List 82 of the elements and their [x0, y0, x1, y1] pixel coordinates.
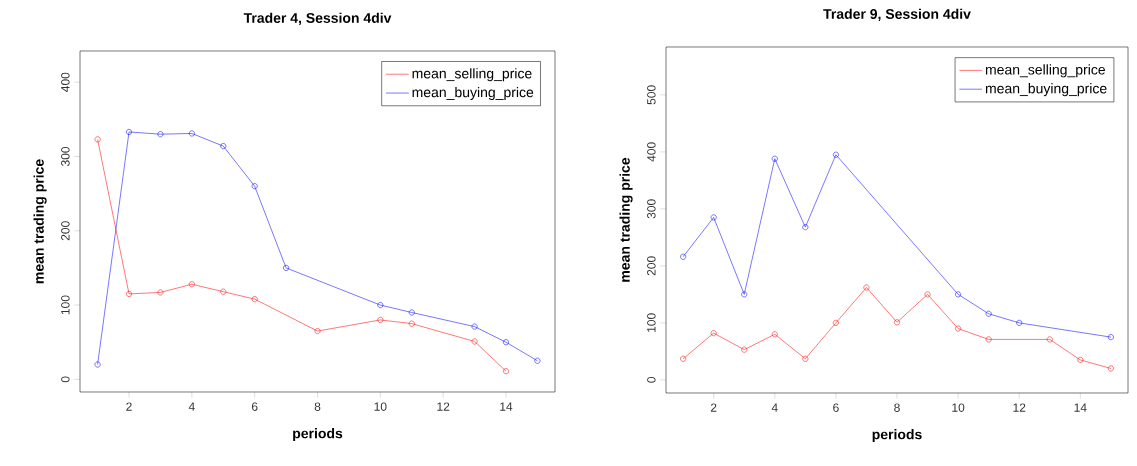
point: [503, 339, 509, 346]
x-tick-label: 4: [771, 403, 778, 412]
point: [1107, 365, 1114, 372]
point: [741, 346, 748, 353]
y-tick-label: 200: [61, 221, 70, 241]
x-tick-label: 8: [314, 402, 321, 411]
point: [471, 323, 478, 330]
y-tick-label: 0: [61, 376, 70, 383]
y-tick-label: 100: [61, 295, 70, 315]
y-tick-label: 400: [61, 72, 70, 92]
point: [741, 291, 748, 298]
y-tick-label: 0: [647, 377, 656, 383]
point: [94, 361, 101, 368]
point: [157, 289, 164, 296]
legend-label: mean_buying_price: [985, 83, 1107, 97]
point: [802, 224, 809, 231]
point: [1046, 336, 1053, 343]
point: [771, 155, 778, 162]
point: [710, 214, 717, 221]
chart-title: Trader 9, Session 4div: [823, 8, 971, 21]
point: [220, 288, 227, 295]
legend-label: mean_selling_price: [412, 68, 532, 82]
y-tick-label: 400: [647, 142, 656, 162]
point: [188, 130, 195, 137]
x-tick-label: 14: [500, 402, 513, 411]
chart-title: Trader 4, Session 4div: [243, 12, 392, 25]
point: [471, 338, 478, 345]
legend-label: mean_selling_price: [985, 64, 1105, 78]
point: [503, 368, 509, 375]
legend-label: mean_buying_price: [412, 86, 534, 101]
point: [894, 319, 900, 326]
y-tick-label: 300: [61, 146, 70, 167]
point: [534, 357, 541, 364]
point: [188, 281, 195, 288]
x-tick-label: 4: [188, 402, 195, 411]
point: [832, 151, 839, 158]
point: [126, 129, 132, 135]
x-tick-label: 8: [894, 403, 900, 412]
point: [157, 131, 164, 138]
y-tick-label: 100: [647, 313, 656, 332]
point: [680, 355, 687, 362]
point: [126, 290, 132, 297]
point: [832, 319, 839, 326]
x-tick-label: 2: [126, 402, 132, 411]
point: [985, 336, 992, 343]
x-axis-title: periods: [293, 428, 343, 442]
point: [680, 253, 687, 260]
point: [1077, 356, 1084, 363]
point: [924, 291, 931, 298]
x-tick-label: 10: [374, 402, 387, 411]
y-axis-title: mean trading price: [619, 157, 633, 282]
point: [710, 330, 717, 337]
point: [955, 325, 962, 332]
point: [802, 355, 809, 362]
point: [94, 136, 101, 143]
point: [1107, 334, 1114, 341]
x-tick-label: 6: [251, 402, 258, 411]
y-tick-label: 300: [647, 199, 656, 219]
x-tick-label: 6: [833, 403, 839, 412]
x-tick-label: 12: [1013, 403, 1026, 412]
x-tick-label: 10: [952, 403, 965, 412]
point: [251, 296, 258, 303]
x-axis-title: periods: [872, 429, 922, 443]
point: [1016, 319, 1023, 326]
point: [955, 291, 962, 298]
point: [251, 183, 258, 190]
point: [377, 302, 384, 308]
y-tick-label: 200: [647, 256, 656, 276]
x-tick-label: 14: [1074, 403, 1087, 412]
point: [283, 264, 290, 271]
point: [771, 331, 778, 338]
point: [985, 310, 992, 317]
y-tick-label: 500: [647, 85, 656, 105]
point: [863, 284, 870, 291]
point: [377, 316, 384, 323]
point: [220, 143, 227, 150]
x-tick-label: 2: [710, 403, 717, 412]
point: [314, 328, 321, 334]
y-axis-title: mean trading price: [33, 159, 47, 284]
point: [408, 320, 415, 327]
point: [408, 309, 415, 316]
x-tick-label: 12: [437, 402, 450, 411]
